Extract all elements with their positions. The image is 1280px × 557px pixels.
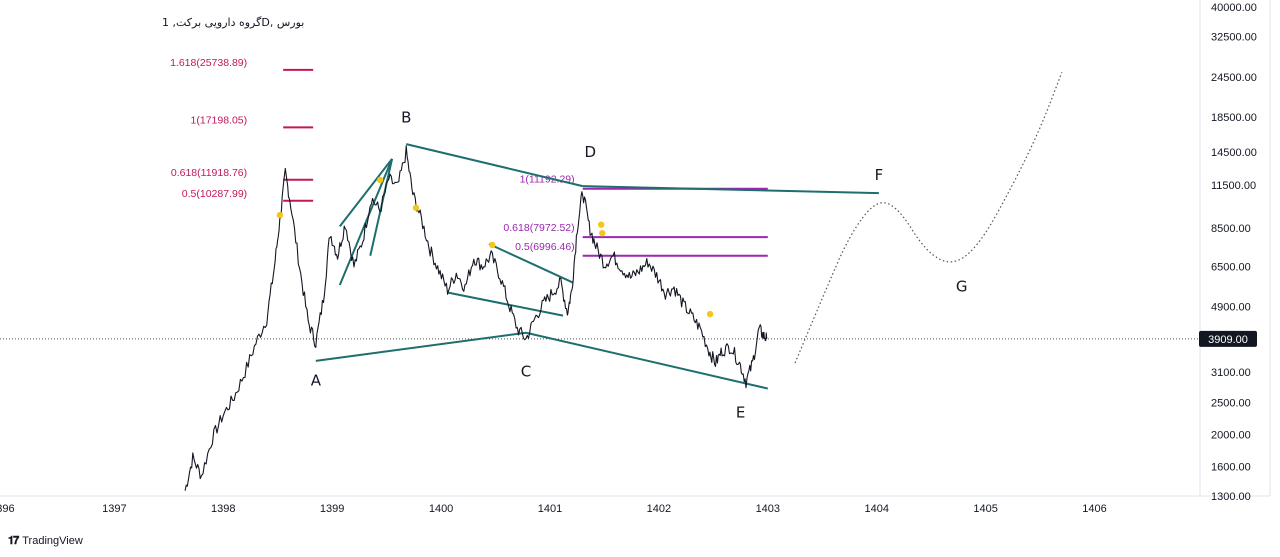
wave-label-g: G xyxy=(956,277,968,295)
trendline[interactable] xyxy=(582,185,879,195)
chart-background xyxy=(0,0,1280,530)
chart-area[interactable] xyxy=(0,0,1271,497)
time-tick-label: 1406 xyxy=(1082,503,1106,515)
price-tick-label: 2000.00 xyxy=(1211,430,1251,442)
fib-level-label: 1(11192.29) xyxy=(520,174,575,186)
trendline[interactable] xyxy=(488,243,574,284)
event-marker xyxy=(412,204,420,211)
time-tick-label: 1405 xyxy=(973,503,997,515)
event-marker xyxy=(599,229,606,237)
trendlines[interactable] xyxy=(315,143,879,390)
time-tick-label: 1397 xyxy=(102,503,126,515)
trendline[interactable] xyxy=(315,331,527,362)
price-tick-label: 14500.00 xyxy=(1211,147,1257,159)
price-tick-label: 6500.00 xyxy=(1211,261,1251,273)
event-marker xyxy=(276,211,284,219)
tradingview-logo-icon[interactable]: 𝟏𝟕 xyxy=(8,534,19,547)
price-tick-label: 40000.00 xyxy=(1211,2,1257,14)
time-tick-label: 1398 xyxy=(211,503,235,515)
fib-level-label: 0.618(11918.76) xyxy=(171,167,247,179)
current-price-label: 3909.00 xyxy=(1208,334,1248,346)
price-tick-label: 32500.00 xyxy=(1211,32,1257,44)
wave-label-a: A xyxy=(311,371,322,389)
time-tick-label: 1402 xyxy=(647,503,671,515)
wave-label-f: F xyxy=(875,166,884,184)
trendline[interactable] xyxy=(448,291,564,317)
event-marker xyxy=(489,241,496,249)
fib-level-label: 0.618(7972.52) xyxy=(503,222,574,234)
fib-level-label: 1.618(25738.89) xyxy=(170,57,247,69)
event-marker xyxy=(706,310,714,318)
time-tick-label: 1401 xyxy=(538,503,562,515)
time-tick-label: 1404 xyxy=(864,503,888,515)
trendline[interactable] xyxy=(405,143,583,188)
event-marker xyxy=(376,176,384,184)
price-tick-label: 8500.00 xyxy=(1211,223,1251,235)
price-tick-label: 11500.00 xyxy=(1211,180,1256,192)
price-tick-label: 18500.00 xyxy=(1211,112,1257,124)
wave-label-e: E xyxy=(736,404,745,422)
trendline[interactable] xyxy=(338,158,393,286)
current-price-badge[interactable] xyxy=(1199,330,1257,347)
time-tick-label: 396 xyxy=(0,503,15,515)
price-chart[interactable]: 2.618(59857.82)1.618(25738.89)1(17198.05… xyxy=(0,0,1280,530)
fibonacci-levels[interactable]: 2.618(59857.82)1.618(25738.89)1(17198.05… xyxy=(170,0,768,257)
wave-label-c: C xyxy=(521,363,531,381)
trendline[interactable] xyxy=(525,331,769,390)
chart-title: بورس ,Dگروه دارویی برکت, 1 xyxy=(162,16,304,29)
event-markers xyxy=(276,176,714,318)
price-tick-label: 24500.00 xyxy=(1211,72,1257,84)
footer-brand[interactable]: TradingView xyxy=(22,535,83,547)
fib-level-label: 1(17198.05) xyxy=(191,114,248,126)
fib-level-label: 0.5(10287.99) xyxy=(182,188,247,200)
event-marker xyxy=(597,221,605,228)
price-tick-label: 4900.00 xyxy=(1211,302,1251,314)
price-tick-label: 2500.00 xyxy=(1211,398,1251,410)
price-series xyxy=(184,145,768,491)
wave-label-d: D xyxy=(585,143,597,161)
price-line xyxy=(184,145,768,491)
price-tick-label: 1300.00 xyxy=(1211,491,1251,503)
price-tick-label: 1600.00 xyxy=(1211,461,1251,473)
wave-labels: A B C D E F G xyxy=(311,109,968,422)
time-tick-label: 1400 xyxy=(429,503,453,515)
time-tick-label: 1403 xyxy=(756,503,780,515)
price-tick-label: 3100.00 xyxy=(1211,367,1251,379)
wave-label-b: B xyxy=(401,109,411,127)
trendline[interactable] xyxy=(339,158,393,227)
footer: 𝟏𝟕 TradingView xyxy=(8,532,83,550)
price-axis[interactable]: 40000.00 32500.00 24500.00 18500.00 14500.00… xyxy=(1199,2,1257,503)
time-axis[interactable]: 396 1397 1398 1399 1400 1401 1402 1403 1404 1405 1… xyxy=(0,503,1107,515)
time-tick-label: 1399 xyxy=(320,503,344,515)
fib-level-label: 0.5(6996.46) xyxy=(515,241,575,253)
